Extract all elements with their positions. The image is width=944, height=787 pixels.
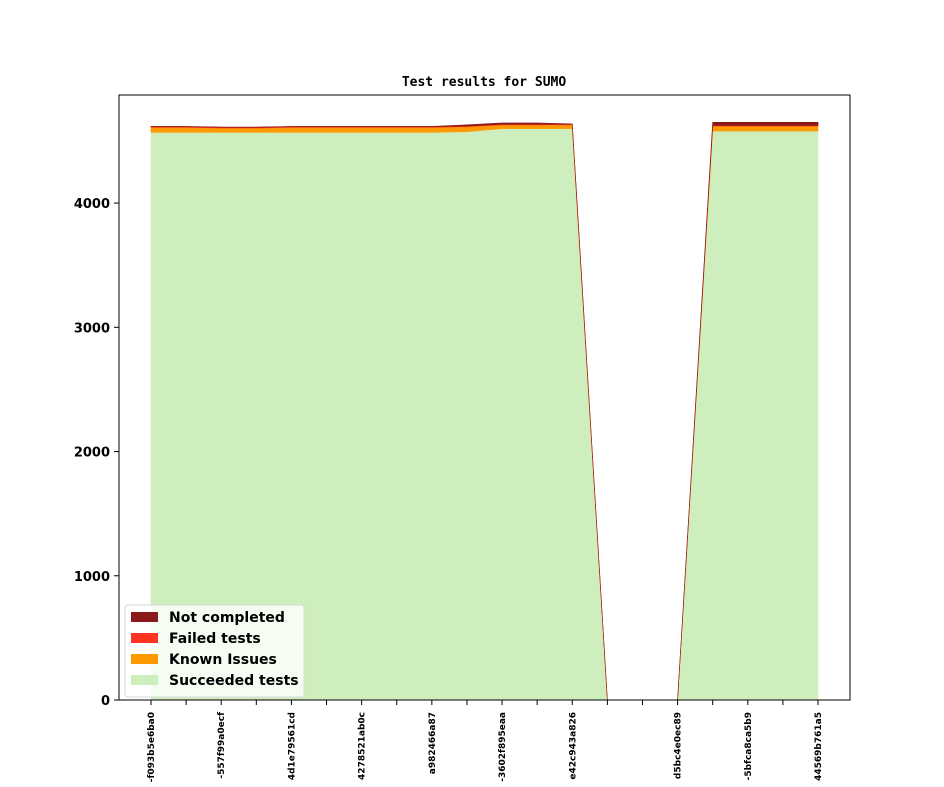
y-tick-label: 2000 bbox=[74, 446, 110, 461]
x-tick-label: a982466a87 bbox=[428, 712, 438, 774]
y-tick-label: 1000 bbox=[74, 570, 110, 585]
x-tick-label: -5bfca8ca5b9 bbox=[744, 712, 754, 780]
x-tick-label: 4d1e79561cd bbox=[287, 712, 297, 780]
y-tick-label: 3000 bbox=[74, 321, 110, 336]
legend-label-known-issues: Known Issues bbox=[169, 652, 277, 668]
x-tick-label: -557f99a0ecf bbox=[217, 712, 227, 779]
x-tick-label: -f093b5e6ba0 bbox=[147, 712, 157, 782]
x-tick-label: 4278521ab0c bbox=[358, 712, 368, 780]
chart-title: Test results for SUMO bbox=[402, 75, 567, 90]
x-tick-label: d5bc4e0ec89 bbox=[674, 712, 684, 779]
x-tick-label: 44569b761a5 bbox=[814, 712, 824, 781]
legend-swatch-succeeded-tests bbox=[131, 675, 158, 685]
legend-box bbox=[124, 604, 305, 698]
x-tick-label: -3602f895eaa bbox=[498, 712, 508, 782]
y-tick-label: 4000 bbox=[74, 197, 110, 212]
x-tick-label: e42c943a826 bbox=[568, 712, 578, 780]
legend-label-failed-tests: Failed tests bbox=[169, 631, 261, 647]
area-not-completed bbox=[150, 122, 819, 701]
x-axis: -f093b5e6ba0 -557f99a0ecf 4d1e79561cd 42785… bbox=[147, 700, 824, 782]
legend-label-succeeded-tests: Succeeded tests bbox=[169, 673, 299, 689]
y-tick-label: 0 bbox=[101, 694, 110, 709]
legend-swatch-failed-tests bbox=[131, 633, 158, 643]
y-axis: 0 1000 2000 3000 4000 bbox=[74, 197, 119, 709]
legend-swatch-not-completed bbox=[131, 612, 158, 622]
plot-frame bbox=[118, 94, 851, 701]
legend-label-not-completed: Not completed bbox=[169, 610, 285, 626]
legend: Not completed Failed tests Known Issues Suc… bbox=[124, 604, 305, 698]
legend-swatch-known-issues bbox=[131, 654, 158, 664]
